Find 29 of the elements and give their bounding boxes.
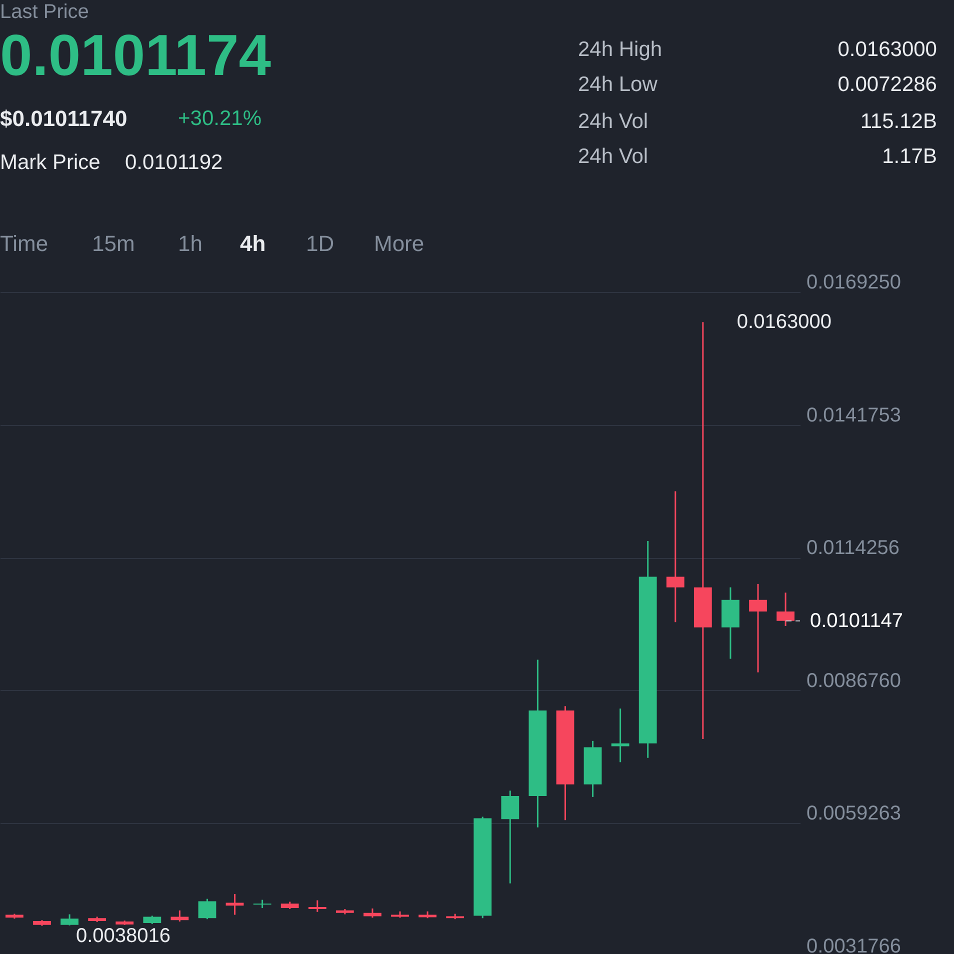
text: Time xyxy=(0,231,48,256)
text: 0.0101192 xyxy=(125,151,223,174)
text: 4h xyxy=(240,231,266,256)
ref-line-label: 0.0101147 xyxy=(810,610,904,632)
text: 1h xyxy=(178,231,202,256)
y-tick-label: 0.0141753 xyxy=(806,404,902,426)
text: 0.0101174 xyxy=(0,23,271,88)
y-tick-label: 0.0031766 xyxy=(806,936,902,954)
text: 24h Vol xyxy=(578,145,648,168)
annotation: 0.0038016 xyxy=(76,924,171,947)
text: 24h High xyxy=(578,38,662,61)
y-tick-label: 0.0114256 xyxy=(806,537,900,560)
text: Mark Price xyxy=(0,151,100,174)
annotation: 0.0163000 xyxy=(736,311,832,334)
y-tick-label: 0.0169250 xyxy=(806,272,902,294)
text: More xyxy=(374,231,424,256)
text: $0.01011740 xyxy=(0,106,128,131)
text: 0.0163000 xyxy=(838,38,937,61)
text: Last Price xyxy=(0,1,89,23)
text: 15m xyxy=(92,231,135,256)
text: 1D xyxy=(306,231,334,256)
text: 24h Vol xyxy=(578,110,648,133)
text: 115.12B xyxy=(860,110,937,133)
y-tick-label: 0.0059263 xyxy=(806,802,902,825)
text: 24h Low xyxy=(578,73,658,96)
text: 0.0072286 xyxy=(838,73,937,96)
text: +30.21% xyxy=(178,107,262,130)
text: 1.17B xyxy=(882,145,937,168)
y-tick-label: 0.0086760 xyxy=(806,670,902,692)
